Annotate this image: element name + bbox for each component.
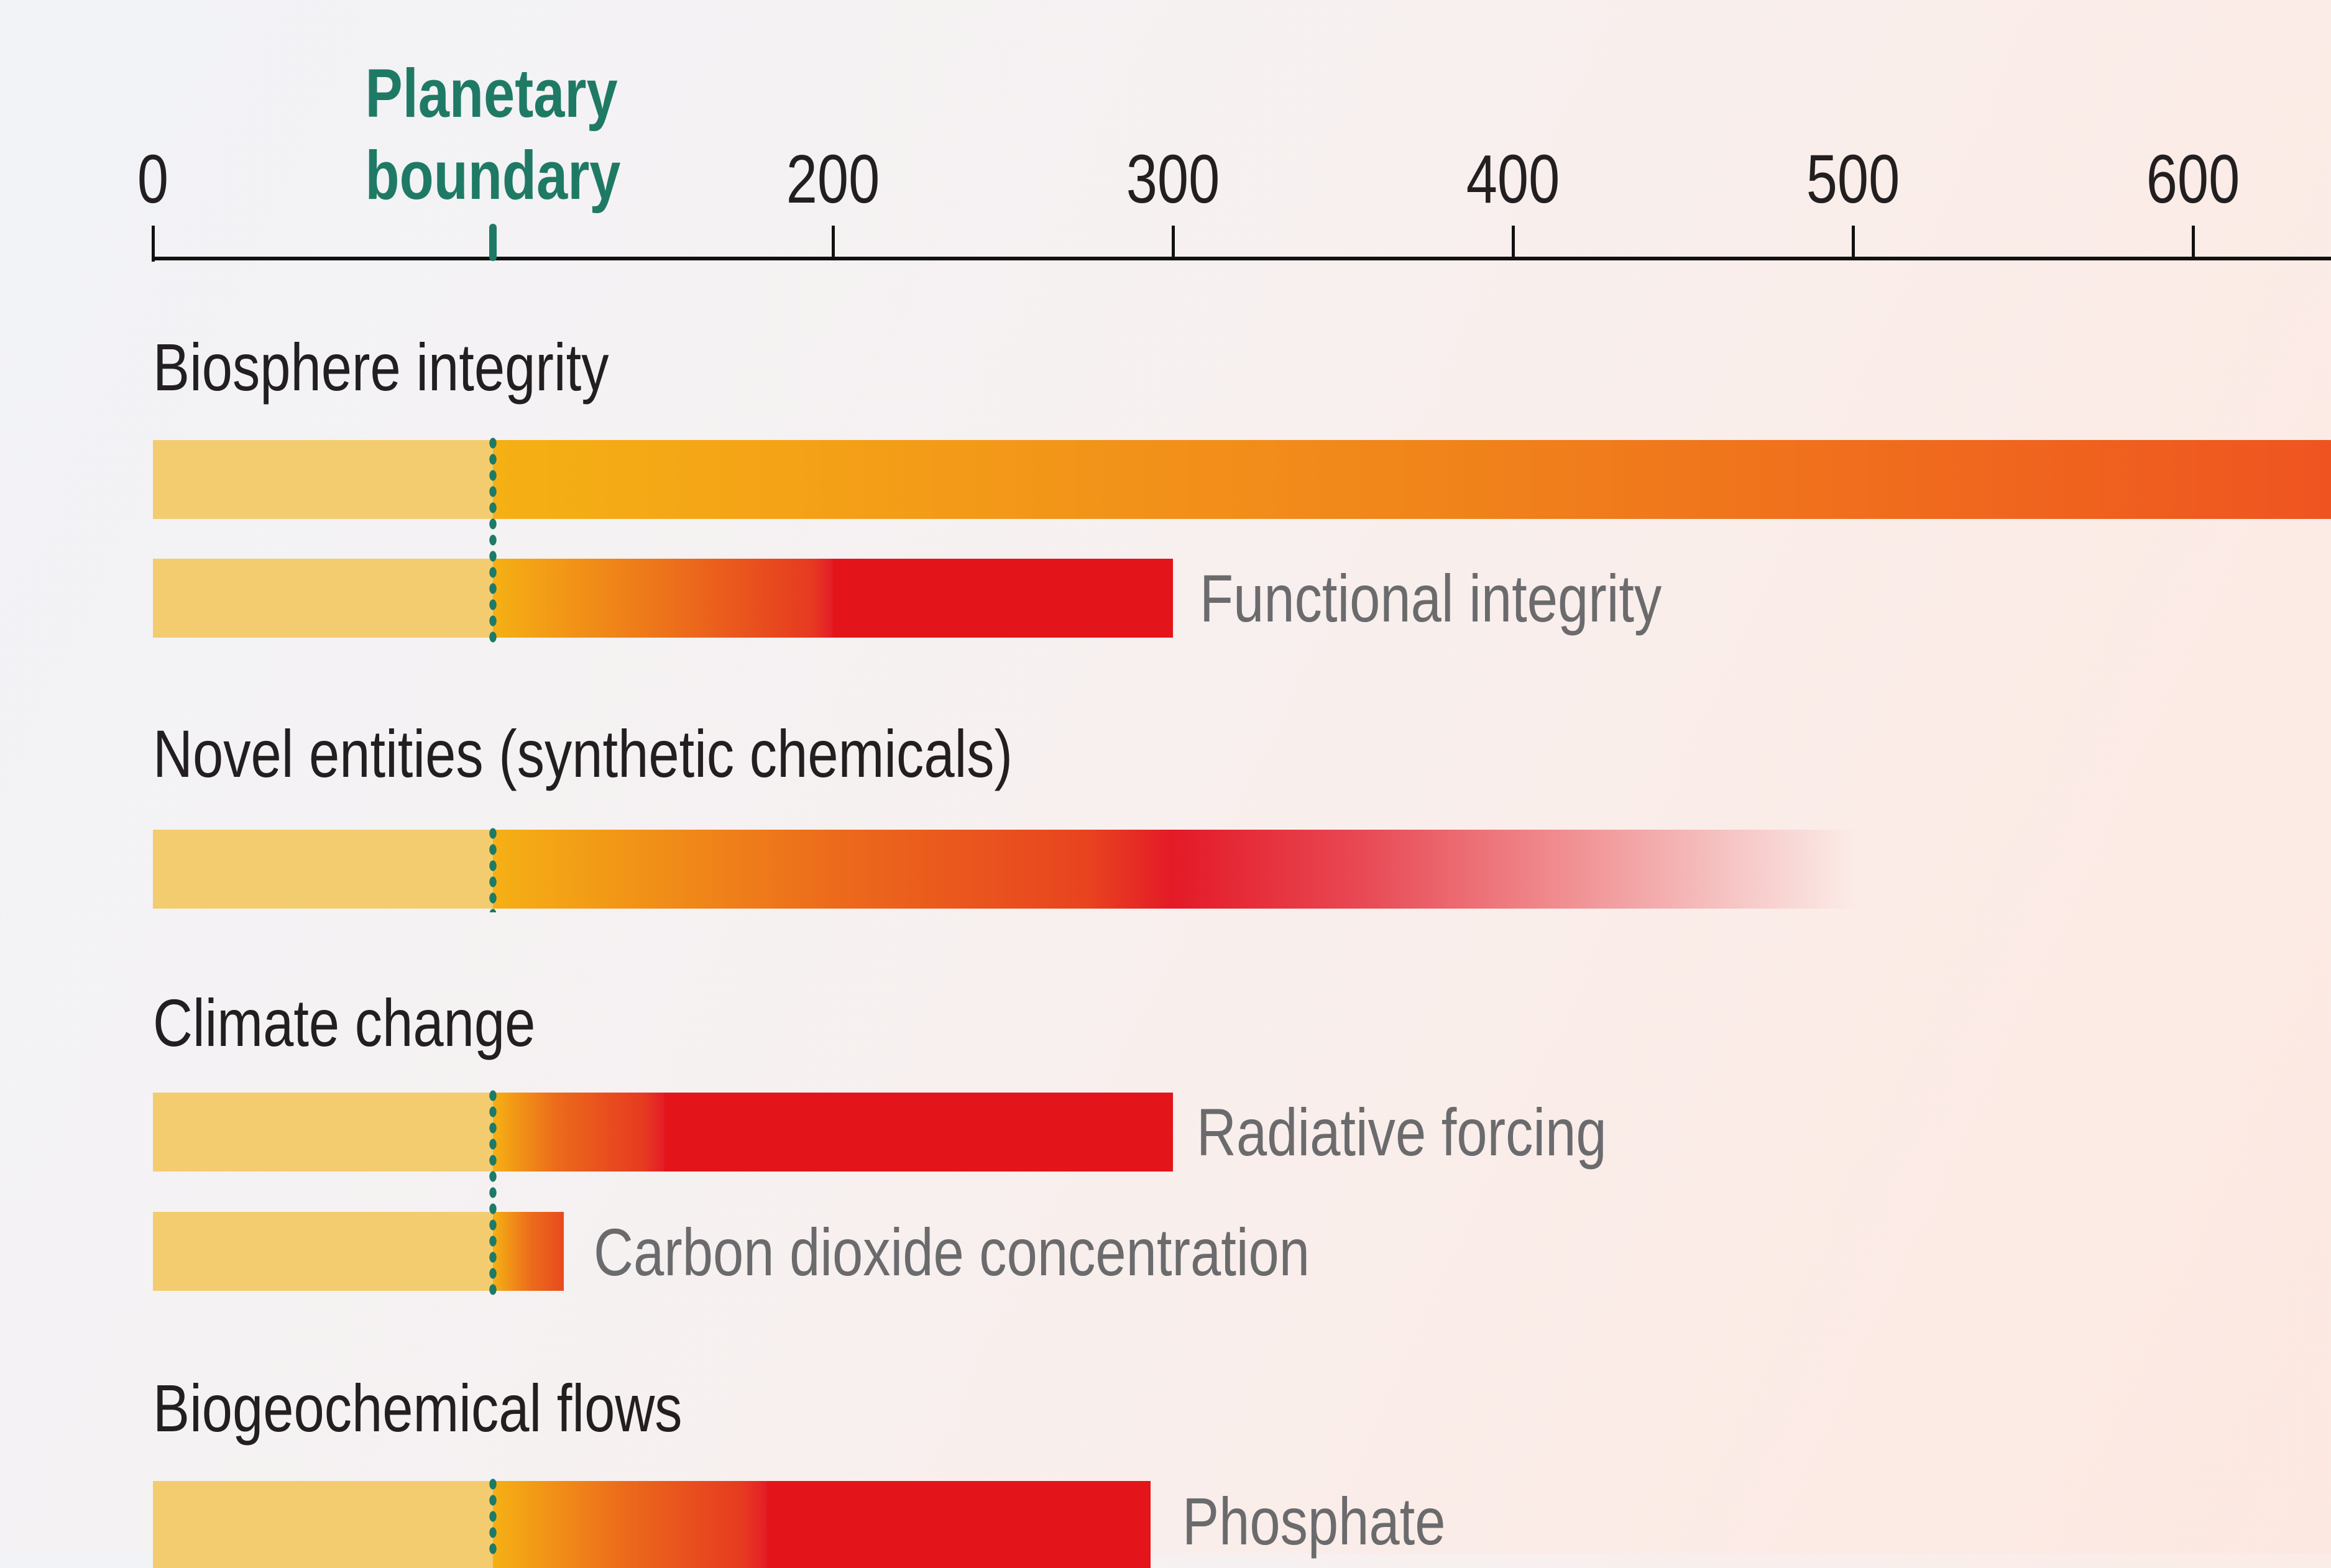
sub-label-radiative-forcing: Radiative forcing bbox=[1197, 1094, 1607, 1170]
tick-200 bbox=[832, 226, 835, 259]
tick-300 bbox=[1172, 226, 1175, 259]
tick-label-500: 500 bbox=[1806, 141, 1900, 218]
tick-label-0: 0 bbox=[137, 141, 169, 218]
group-label-biogeochemical: Biogeochemical flows bbox=[153, 1370, 683, 1446]
boundary-dotted-line-biosphere bbox=[489, 435, 497, 643]
sub-label-functional: Functional integrity bbox=[1200, 561, 1662, 636]
boundary-dotted-line-biogeo bbox=[489, 1476, 497, 1557]
tick-label-300: 300 bbox=[1126, 141, 1220, 218]
boundary-dotted-line-novel bbox=[489, 825, 497, 912]
bar-phosphate bbox=[153, 1481, 1151, 1568]
bar-biosphere-genetic bbox=[153, 440, 2331, 519]
tick-boundary bbox=[489, 224, 497, 261]
tick-0 bbox=[152, 226, 155, 262]
tick-label-400: 400 bbox=[1466, 141, 1560, 218]
boundary-label-line1: Planetary bbox=[365, 55, 618, 132]
tick-label-200: 200 bbox=[786, 141, 880, 218]
tick-label-600: 600 bbox=[2146, 141, 2240, 218]
tick-500 bbox=[1852, 226, 1855, 259]
bar-radiative-forcing bbox=[153, 1093, 1173, 1171]
boundary-dotted-line-climate bbox=[489, 1088, 497, 1296]
sub-label-phosphate: Phosphate bbox=[1182, 1483, 1446, 1559]
planetary-boundary-label: Planetary boundary bbox=[366, 53, 621, 217]
bar-co2-concentration bbox=[153, 1212, 564, 1291]
group-label-novel-entities: Novel entities (synthetic chemicals) bbox=[153, 716, 1013, 791]
tick-600 bbox=[2192, 226, 2195, 259]
tick-400 bbox=[1512, 226, 1515, 259]
boundary-label-line2: boundary bbox=[365, 137, 621, 214]
sub-label-co2: Carbon dioxide concentration bbox=[594, 1214, 1310, 1290]
bar-novel-entities bbox=[153, 830, 1856, 909]
bar-functional-integrity bbox=[153, 559, 1173, 638]
axis-line bbox=[152, 257, 2331, 260]
group-label-climate-change: Climate change bbox=[153, 985, 536, 1060]
group-label-biosphere: Biosphere integrity bbox=[153, 329, 609, 405]
